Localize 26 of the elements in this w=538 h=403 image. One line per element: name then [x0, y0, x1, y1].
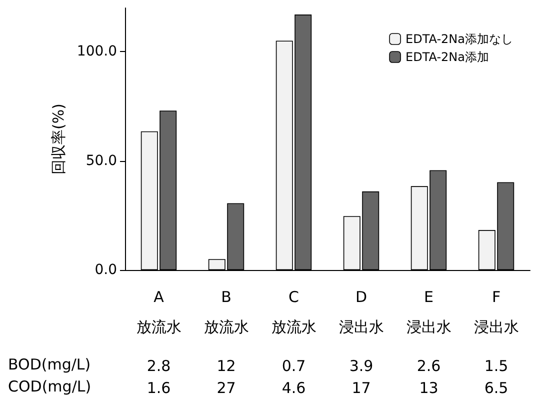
y-tick-label: 50.0	[86, 152, 117, 169]
text: 17	[352, 379, 371, 397]
text: 2.8	[146, 357, 171, 375]
text: 0.7	[282, 357, 306, 375]
x-tick-label: D 浸出水	[338, 288, 384, 336]
text: 3.9	[349, 357, 374, 375]
text: 4.6	[282, 379, 306, 397]
text: 27	[216, 379, 236, 397]
x-tick-label: B 放流水	[204, 288, 249, 336]
text: 1.6	[146, 379, 171, 397]
x-tick-label: F 浸出水	[474, 288, 519, 336]
x-tick-label: E 浸出水	[406, 288, 452, 336]
x-tick-label: C 放流水	[271, 288, 316, 336]
text: COD(mg/L)	[8, 378, 92, 396]
text: 2.6	[416, 357, 441, 375]
text: 12	[216, 357, 236, 375]
legend-label: EDTA-2Na添加	[406, 50, 490, 64]
text: 13	[419, 379, 438, 397]
text: 6.5	[484, 379, 508, 397]
y-axis-title: 回収率(%)	[50, 104, 68, 174]
y-tick-label: 100.0	[76, 44, 117, 60]
legend-label: EDTA-2Na添加なし	[406, 32, 514, 46]
y-tick-label: 0.0	[94, 262, 117, 278]
text: BOD(mg/L)	[8, 356, 91, 374]
text: 1.5	[484, 357, 508, 375]
x-tick-label: A 放流水	[136, 288, 182, 336]
